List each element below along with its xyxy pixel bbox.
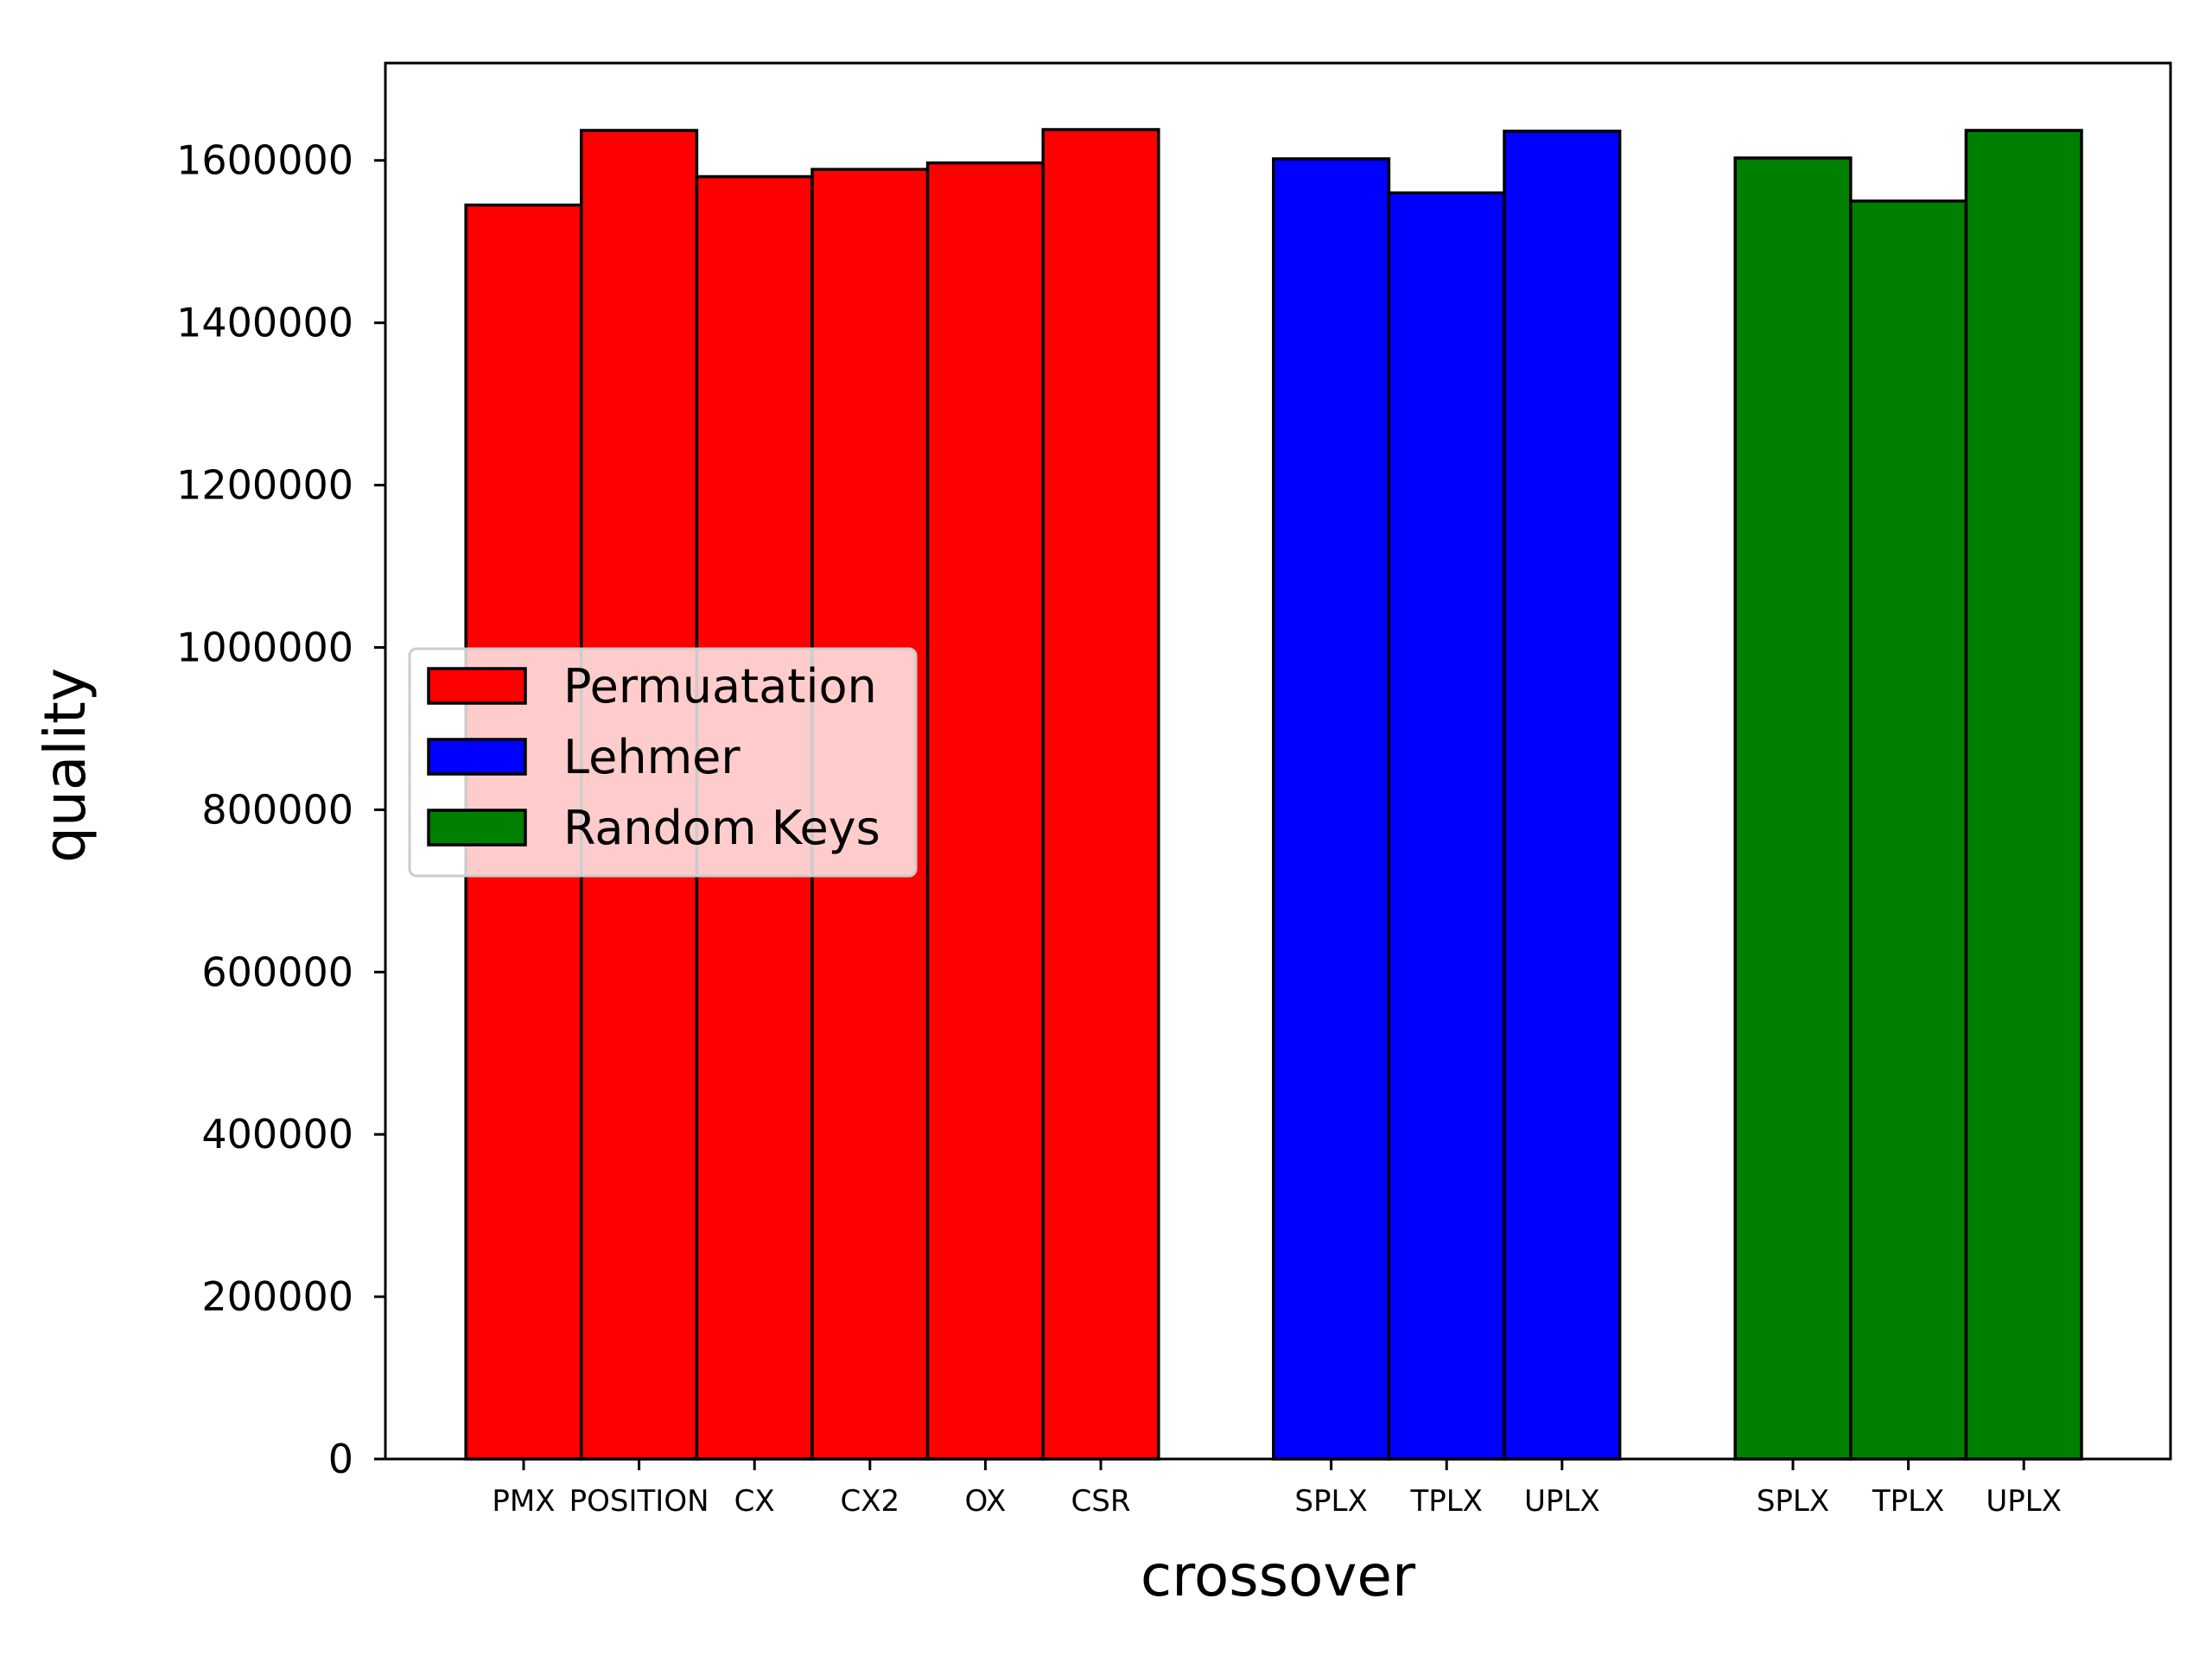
- legend: Permuatation Lehmer Random Keys: [408, 647, 918, 878]
- x-tick-label: OX: [964, 1484, 1006, 1519]
- y-tick-label: 1000000: [176, 625, 353, 671]
- legend-label: Permuatation: [563, 659, 877, 714]
- bar-random-keys-tplx: [1849, 199, 1968, 1461]
- y-tick-label: 800000: [201, 786, 353, 833]
- bar-lehmer-uplx: [1503, 130, 1622, 1461]
- plot-frame: [384, 61, 2172, 1461]
- bar-random-keys-splx: [1733, 156, 1853, 1461]
- x-axis-label: crossover: [1141, 1543, 1416, 1609]
- y-axis-label: quality: [32, 668, 99, 863]
- y-tick-label: 0: [328, 1436, 353, 1482]
- legend-swatch: [427, 667, 527, 705]
- bar-permuatation-csr: [1041, 128, 1160, 1461]
- y-tick-label: 600000: [201, 948, 353, 995]
- legend-swatch: [427, 809, 527, 847]
- bar-random-keys-uplx: [1964, 129, 2083, 1461]
- x-tick-label: UPLX: [1524, 1484, 1600, 1519]
- y-tick-label: 1600000: [176, 137, 353, 184]
- legend-label: Lehmer: [563, 730, 741, 784]
- x-tick-label: SPLX: [1294, 1484, 1367, 1519]
- y-axis: 0 200000 400000 600000 800000 1000000 1200000 1…: [176, 137, 385, 1482]
- x-tick-label: CX: [734, 1484, 775, 1519]
- y-tick-label: 1200000: [176, 462, 353, 509]
- legend-swatch: [427, 738, 527, 776]
- x-tick-label: POSITION: [569, 1484, 709, 1519]
- bar-permuatation-ox: [925, 161, 1045, 1461]
- legend-frame: [408, 647, 918, 878]
- y-tick-label: 200000: [201, 1273, 353, 1320]
- legend-label: Random Keys: [563, 801, 880, 855]
- y-tick-label: 1400000: [176, 300, 353, 346]
- x-tick-label: SPLX: [1757, 1484, 1829, 1519]
- x-tick-label: CSR: [1071, 1484, 1131, 1519]
- x-tick-label: TPLX: [1872, 1484, 1945, 1519]
- y-tick-label: 400000: [201, 1111, 353, 1158]
- x-tick-label: PMX: [492, 1484, 555, 1519]
- x-tick-label: CX2: [840, 1484, 899, 1519]
- x-axis: PMX POSITION CX CX2 OX CSR SPLX TPLX UPLX SPLX TPL…: [492, 1459, 2062, 1519]
- bar-lehmer-tplx: [1387, 191, 1506, 1461]
- bar-lehmer-splx: [1272, 157, 1391, 1461]
- x-tick-label: TPLX: [1409, 1484, 1483, 1519]
- x-tick-label: UPLX: [1986, 1484, 2062, 1519]
